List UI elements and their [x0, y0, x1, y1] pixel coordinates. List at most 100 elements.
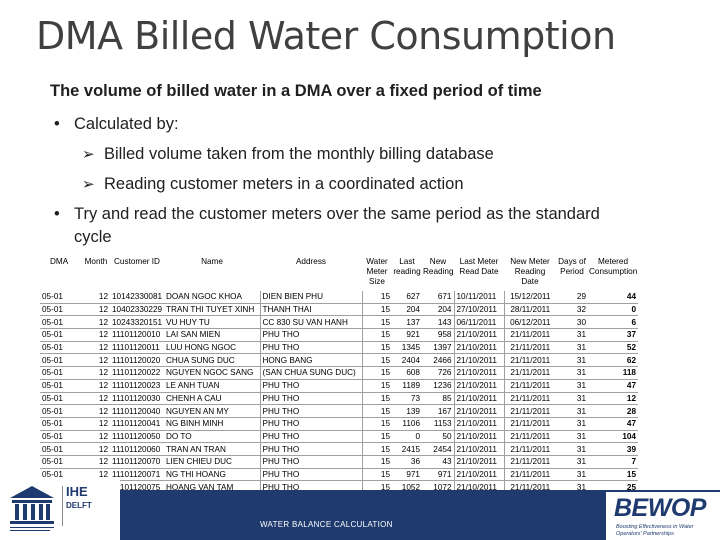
cell-last: 1106	[392, 417, 422, 431]
cell-name: CHENH A CAU	[164, 392, 260, 406]
col-dma: DMA	[50, 257, 69, 266]
cell-days: 31	[556, 366, 588, 380]
cell-last: 0	[392, 430, 422, 444]
bullet-dot-icon: •	[54, 205, 60, 223]
cell-cons: 62	[588, 353, 638, 368]
cell-month: 12	[82, 404, 110, 418]
cell-days: 31	[556, 404, 588, 418]
cell-cons: 28	[588, 404, 638, 418]
cell-cid: 11101120011	[110, 341, 164, 355]
cell-cid: 11101120041	[110, 417, 164, 431]
cell-dma: 05-01	[40, 328, 82, 342]
cell-days: 31	[556, 468, 588, 482]
bullet-try-read-continued: cycle	[74, 228, 112, 246]
cell-days: 29	[556, 291, 588, 304]
cell-new: 204	[422, 303, 454, 317]
cell-ld: 21/10/2011	[453, 417, 504, 431]
bewop-logo-area	[606, 492, 720, 540]
cell-nd: 15/12/2011	[503, 291, 556, 304]
table-row: 05-01 12 11101120010 LAI SAN MIEN PHU THO 15 9…	[40, 328, 638, 342]
cell-name: LE ANH TUAN	[164, 379, 260, 393]
cell-nd: 21/11/2011	[503, 341, 556, 355]
table-row: 05-01 12 11101120020 CHUA SUNG DUC HONG BANG…	[40, 353, 638, 368]
cell-cid: 10243320151	[110, 315, 164, 330]
cell-addr: DIEN BIEN PHU	[259, 291, 363, 304]
col-water-meter-size: Water Meter Size	[366, 257, 388, 286]
cell-addr: (SAN CHUA SUNG DUC)	[259, 366, 363, 380]
cell-month: 12	[82, 366, 110, 380]
cell-days: 31	[556, 430, 588, 444]
cell-dma: 05-01	[40, 404, 82, 418]
cell-size: 15	[362, 341, 392, 355]
cell-nd: 06/12/2011	[503, 315, 556, 330]
cell-addr: PHU THO	[259, 341, 363, 355]
cell-month: 12	[82, 328, 110, 342]
cell-ld: 21/10/2011	[453, 379, 504, 393]
cell-ld: 21/10/2011	[453, 468, 504, 482]
cell-nd: 21/11/2011	[503, 455, 556, 469]
cell-cons: 6	[588, 315, 638, 330]
cell-dma: 05-01	[40, 291, 82, 304]
cell-cid: 11101120050	[110, 430, 164, 444]
cell-new: 1397	[422, 341, 454, 355]
table-header-row: DMA Month Customer ID Name Address Water…	[40, 257, 638, 291]
col-last-meter-read-date: Last Meter Read Date	[459, 257, 499, 276]
slide-subtitle: The volume of billed water in a DMA over…	[50, 82, 542, 100]
col-customer-id: Customer ID	[114, 257, 160, 266]
cell-last: 36	[392, 455, 422, 469]
table-row: 05-01 12 11101120041 NG BINH MINH PHU THO 15 1…	[40, 417, 638, 431]
cell-last: 921	[392, 328, 422, 342]
cell-addr: PHU THO	[259, 328, 363, 342]
cell-size: 15	[362, 328, 392, 342]
cell-nd: 21/11/2011	[503, 392, 556, 406]
cell-cid: 11101120071	[110, 468, 164, 482]
cell-cid: 11101120030	[110, 392, 164, 406]
cell-new: 971	[422, 468, 454, 482]
cell-new: 50	[422, 430, 454, 444]
cell-name: DO TO	[164, 430, 260, 444]
cell-dma: 05-01	[40, 341, 82, 355]
col-month: Month	[84, 257, 108, 266]
cell-month: 12	[82, 417, 110, 431]
cell-dma: 05-01	[40, 353, 82, 368]
cell-addr: PHU THO	[259, 468, 363, 482]
cell-nd: 28/11/2011	[503, 303, 556, 317]
cell-name: CHUA SUNG DUC	[164, 353, 260, 368]
sub-bullet-billed-volume: ➢ Billed volume taken from the monthly bi…	[82, 145, 494, 163]
cell-days: 31	[556, 392, 588, 406]
cell-nd: 21/11/2011	[503, 379, 556, 393]
cell-addr: PHU THO	[259, 392, 363, 406]
sub-bullet-reading-meters: ➢ Reading customer meters in a coordinate…	[82, 175, 464, 193]
cell-size: 15	[362, 291, 392, 304]
cell-cid: 11101120023	[110, 379, 164, 393]
cell-name: NG BINH MINH	[164, 417, 260, 431]
cell-ld: 21/10/2011	[453, 392, 504, 406]
cell-days: 31	[556, 353, 588, 368]
cell-last: 2415	[392, 442, 422, 456]
arrow-bullet-icon: ➢	[82, 176, 95, 193]
cell-nd: 21/11/2011	[503, 417, 556, 431]
cell-nd: 21/11/2011	[503, 468, 556, 482]
bewop-logo: BEWOP	[614, 494, 706, 522]
table-row: 05-01 12 11101120030 CHENH A CAU PHU THO 15 73…	[40, 392, 638, 406]
cell-new: 671	[422, 291, 454, 304]
cell-size: 15	[362, 379, 392, 393]
cell-nd: 21/11/2011	[503, 366, 556, 380]
cell-dma: 05-01	[40, 455, 82, 469]
cell-addr: HONG BANG	[259, 353, 363, 368]
cell-dma: 05-01	[40, 442, 82, 456]
cell-cons: 37	[588, 328, 638, 342]
arrow-bullet-icon: ➢	[82, 146, 95, 163]
cell-addr: CC 830 SU VAN HANH	[259, 315, 363, 330]
table-row: 05-01 12 11101120011 LUU HONG NGOC PHU THO 15…	[40, 341, 638, 355]
cell-cons: 118	[588, 366, 638, 380]
cell-size: 15	[362, 430, 392, 444]
cell-dma: 05-01	[40, 392, 82, 406]
cell-size: 15	[362, 404, 392, 418]
cell-new: 85	[422, 392, 454, 406]
cell-days: 31	[556, 442, 588, 456]
cell-cons: 0	[588, 303, 638, 317]
table-row: 05-01 12 10243320151 VU HUY TU CC 830 SU VAN…	[40, 315, 638, 330]
col-name: Name	[201, 257, 223, 266]
footer-title: WATER BALANCE CALCULATION	[260, 520, 393, 529]
